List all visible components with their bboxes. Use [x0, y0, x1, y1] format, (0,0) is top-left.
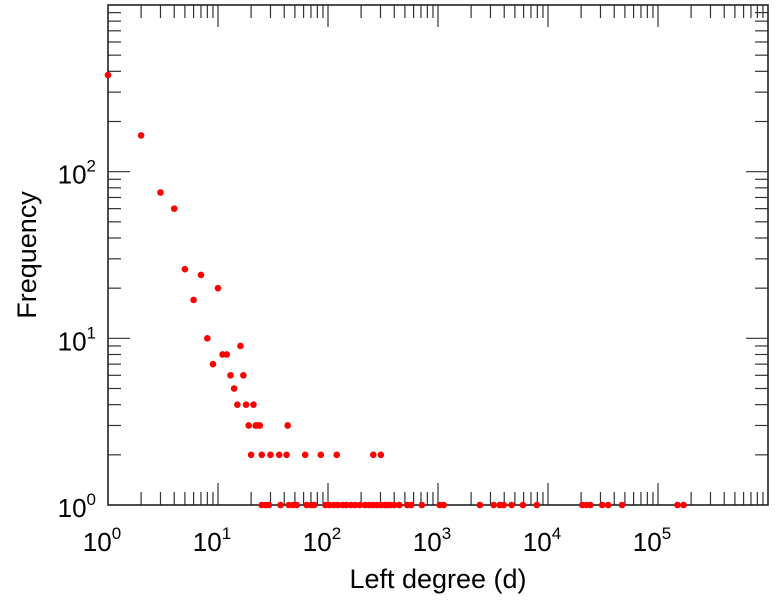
x-tick-label: 100 [83, 524, 121, 557]
data-point [214, 284, 222, 292]
data-point [104, 71, 112, 79]
x-tick-label: 101 [193, 524, 231, 557]
data-point [137, 132, 145, 139]
data-point [170, 205, 178, 212]
data-points [104, 71, 687, 509]
data-point [245, 422, 252, 429]
data-point [500, 501, 507, 509]
data-point [240, 372, 247, 379]
data-point [197, 271, 205, 279]
data-point [407, 501, 415, 509]
y-tick-label: 101 [58, 323, 96, 356]
data-point [674, 501, 681, 509]
x-tick-label: 102 [303, 524, 341, 557]
data-point [390, 501, 398, 509]
data-point [223, 351, 231, 358]
y-tick-label: 102 [58, 157, 96, 190]
data-point [533, 501, 541, 509]
data-point [490, 501, 498, 509]
data-point [356, 501, 363, 509]
x-tick-labels: 100 101 102 103 104 105 [83, 524, 671, 557]
data-point [157, 189, 164, 196]
data-point [209, 360, 217, 368]
data-point [181, 265, 189, 273]
data-point [604, 501, 612, 509]
data-point [242, 401, 250, 408]
data-point [508, 501, 515, 509]
x-tick-label: 104 [523, 524, 561, 557]
data-point [275, 451, 283, 459]
data-point [418, 501, 426, 509]
y-tick-label: 100 [58, 490, 96, 523]
data-point [293, 501, 301, 509]
data-point [618, 501, 626, 509]
data-point [310, 501, 318, 509]
data-point [519, 501, 527, 509]
data-point [234, 401, 241, 408]
data-point [440, 501, 447, 509]
data-point [277, 501, 284, 509]
data-point [333, 451, 341, 459]
data-point [250, 401, 257, 408]
plot-frame [107, 4, 769, 506]
data-point [258, 451, 266, 459]
data-point [476, 501, 484, 509]
x-tick-label: 103 [413, 524, 451, 557]
x-axis-label: Left degree (d) [349, 564, 526, 594]
data-point [256, 422, 264, 429]
data-point [334, 501, 342, 509]
x-tick-label: 105 [633, 524, 671, 557]
data-point [237, 342, 244, 350]
data-point [377, 451, 385, 459]
y-tick-labels: 100 101 102 [58, 157, 96, 523]
data-point [598, 501, 606, 509]
y-axis-label: Frequency [12, 191, 42, 319]
data-point [396, 501, 403, 509]
data-point [190, 296, 197, 304]
data-point [351, 501, 359, 509]
data-point [247, 451, 255, 459]
data-point [267, 451, 274, 459]
data-point [343, 501, 350, 509]
data-point [283, 451, 290, 459]
data-point [265, 501, 273, 509]
data-point [204, 335, 211, 342]
data-point [369, 451, 377, 459]
data-point [227, 372, 234, 379]
data-point [301, 451, 309, 459]
data-point [680, 501, 687, 509]
data-point [317, 451, 325, 459]
data-point [284, 422, 291, 429]
axis-ticks [108, 5, 768, 505]
data-point [587, 501, 594, 509]
data-point [230, 385, 238, 392]
